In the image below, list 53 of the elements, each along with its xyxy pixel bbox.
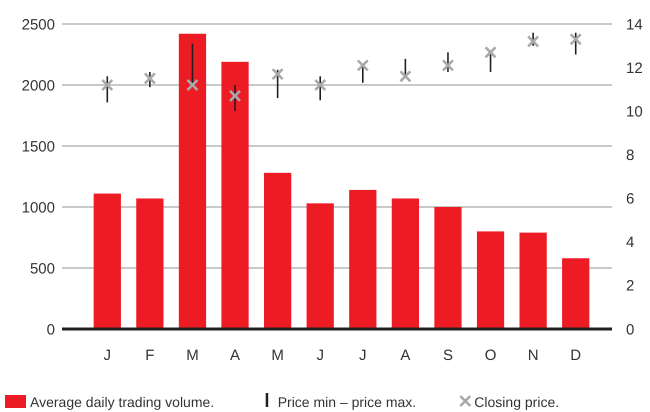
point — [100, 78, 114, 92]
point — [144, 72, 156, 85]
bar — [136, 198, 164, 329]
y-tick-label: 500 — [30, 260, 55, 278]
x-tick-label: O — [484, 347, 496, 364]
x-tick-label: J — [104, 347, 112, 364]
point — [442, 59, 454, 72]
bar — [349, 190, 376, 329]
legend-label: Average daily trading volume. — [30, 394, 214, 410]
x-tick-label: J — [316, 347, 324, 364]
y-tick-label: 2500 — [22, 16, 55, 34]
y2-tick-label: 8 — [626, 146, 634, 164]
point — [399, 70, 412, 83]
y-tick-label: 0 — [46, 321, 55, 338]
point — [484, 46, 497, 59]
x-tick-label: F — [145, 347, 154, 364]
bar — [476, 231, 504, 329]
point — [228, 90, 242, 102]
y2-tick-label: 0 — [626, 321, 634, 338]
bar — [392, 198, 419, 329]
bar — [562, 258, 590, 329]
y2-tick-label: 2 — [626, 278, 634, 295]
point — [356, 59, 370, 72]
point — [314, 78, 327, 92]
point — [569, 32, 582, 46]
x-tick-label: A — [230, 347, 240, 364]
legend-label: Closing price. — [474, 394, 560, 410]
y2-tick-label: 10 — [626, 103, 643, 120]
x-tick-label: S — [442, 347, 453, 364]
x-tick-label: D — [570, 347, 582, 364]
y2-tick-label: 14 — [626, 16, 643, 34]
point — [271, 68, 284, 80]
y2-tick-label: 4 — [626, 234, 634, 252]
y-tick-label: 1000 — [22, 199, 55, 216]
bar — [221, 62, 249, 329]
y2-tick-label: 6 — [626, 190, 634, 208]
x-tick-label: M — [186, 347, 199, 364]
x-tick-label: J — [359, 347, 367, 364]
bar — [306, 203, 334, 329]
y-tick-label: 1500 — [22, 138, 55, 156]
bar — [94, 194, 121, 329]
x-tick-label: A — [400, 347, 410, 364]
bar — [178, 34, 206, 329]
bar — [520, 232, 547, 329]
x-tick-label: N — [528, 347, 539, 364]
y2-tick-label: 12 — [626, 60, 643, 77]
legend-label: Price min – price max. — [278, 394, 416, 410]
point — [186, 78, 199, 92]
y-tick-label: 2000 — [22, 77, 55, 94]
point — [526, 35, 540, 48]
x-tick-label: M — [271, 347, 284, 364]
bar — [434, 207, 462, 329]
bar — [264, 172, 292, 329]
